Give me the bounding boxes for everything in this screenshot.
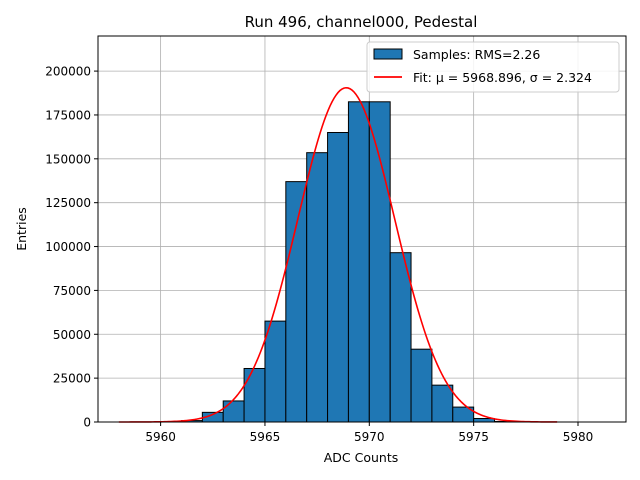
y-tick-label: 100000 xyxy=(45,240,91,254)
y-tick-label: 50000 xyxy=(53,328,91,342)
fit-curve-layer xyxy=(118,86,558,423)
histogram-bar xyxy=(264,320,287,423)
y-axis-ticks: 0 25000 50000 75000 100000 125000 150000 175000… xyxy=(45,65,98,430)
x-tick-label: 5965 xyxy=(250,430,281,444)
x-axis-label: ADC Counts xyxy=(324,450,399,465)
y-tick-label: 0 xyxy=(83,416,91,430)
x-axis-ticks: 5960 5965 5970 5975 5980 xyxy=(145,422,593,444)
y-tick-label: 175000 xyxy=(45,108,91,122)
legend-samples-label: Samples: RMS=2.26 xyxy=(413,47,540,62)
histogram-bars xyxy=(180,101,516,423)
axes-frame xyxy=(97,35,627,423)
histogram-bar xyxy=(243,367,266,423)
y-tick-label: 75000 xyxy=(53,284,91,298)
histogram-bar xyxy=(306,152,329,423)
histogram-bar xyxy=(285,181,308,423)
chart-title: Run 496, channel000, Pedestal xyxy=(245,13,478,31)
legend-samples-patch xyxy=(373,48,403,60)
y-tick-label: 25000 xyxy=(53,372,91,386)
y-tick-label: 200000 xyxy=(45,65,91,79)
x-tick-label: 5960 xyxy=(145,430,176,444)
legend: Samples: RMS=2.26 Fit: μ = 5968.896, σ =… xyxy=(366,41,620,93)
histogram-bar xyxy=(327,132,349,423)
histogram-bar xyxy=(410,348,433,423)
x-tick-label: 5975 xyxy=(458,430,489,444)
legend-fit-label: Fit: μ = 5968.896, σ = 2.324 xyxy=(413,70,592,85)
legend-box xyxy=(366,41,620,93)
y-tick-label: 125000 xyxy=(45,196,91,210)
histogram-bar xyxy=(431,384,454,423)
histogram-bar xyxy=(368,101,391,423)
y-tick-label: 150000 xyxy=(45,152,91,166)
x-tick-label: 5970 xyxy=(354,430,385,444)
y-axis-label: Entries xyxy=(14,207,29,251)
fit-curve xyxy=(118,86,558,423)
histogram-bar xyxy=(347,101,370,423)
histogram-bar xyxy=(389,252,412,423)
histogram-bar xyxy=(222,400,245,423)
x-tick-label: 5980 xyxy=(563,430,594,444)
